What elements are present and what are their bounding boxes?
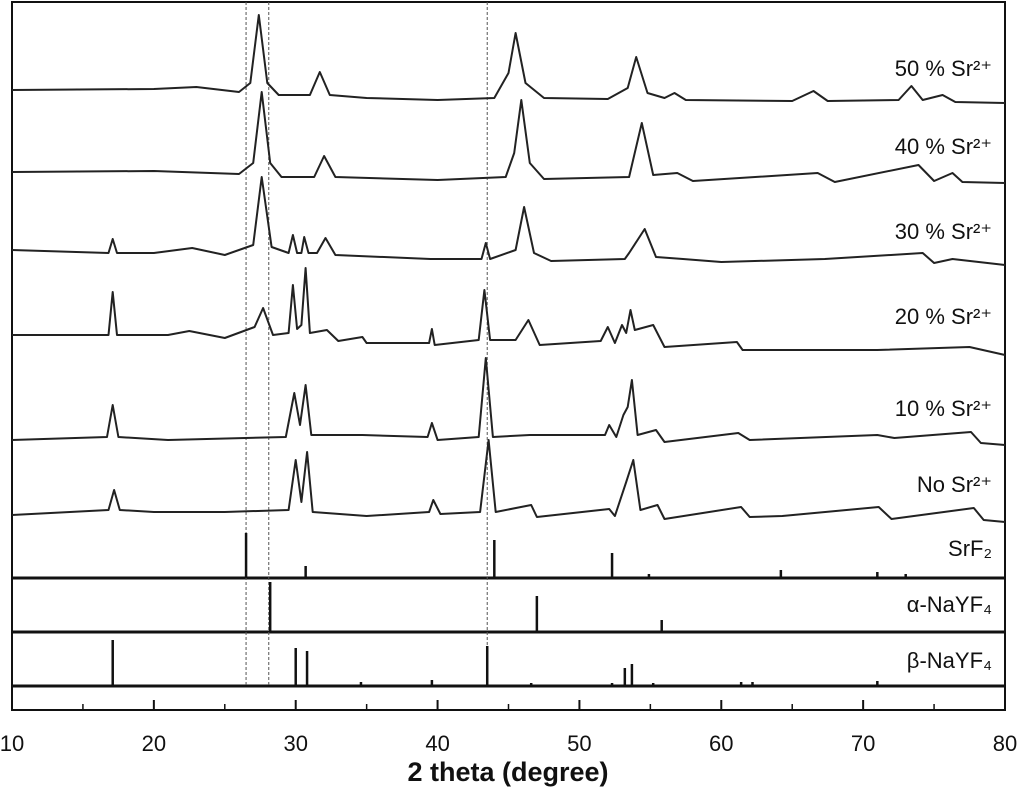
x-tick-label: 70 <box>851 731 875 756</box>
x-tick-label: 10 <box>0 731 24 756</box>
x-axis-label: 2 theta (degree) <box>407 757 608 787</box>
xrd-pattern <box>11 439 1006 523</box>
series-label: 50 % Sr²⁺ <box>895 56 992 81</box>
x-tick-label: 80 <box>993 731 1017 756</box>
x-tick-label: 50 <box>567 731 591 756</box>
plot-frame <box>11 1 1006 711</box>
x-tick-label: 60 <box>709 731 733 756</box>
x-tick-label: 40 <box>425 731 449 756</box>
xrd-pattern <box>11 91 1006 184</box>
series-label: 30 % Sr²⁺ <box>895 219 992 244</box>
xrd-pattern <box>11 357 1006 446</box>
xrd-pattern <box>11 176 1006 266</box>
xrd-pattern <box>11 14 1006 104</box>
xrd-pattern <box>12 267 1006 356</box>
series-label: 40 % Sr²⁺ <box>895 134 992 159</box>
reference-label: α-NaYF₄ <box>907 592 992 617</box>
series-label: 10 % Sr²⁺ <box>895 396 992 421</box>
x-tick-label: 30 <box>283 731 307 756</box>
series-label: 20 % Sr²⁺ <box>895 304 992 329</box>
reference-label: β-NaYF₄ <box>907 648 992 673</box>
reference-label: SrF₂ <box>948 536 992 561</box>
series-label: No Sr²⁺ <box>917 472 992 497</box>
x-tick-label: 20 <box>142 731 166 756</box>
